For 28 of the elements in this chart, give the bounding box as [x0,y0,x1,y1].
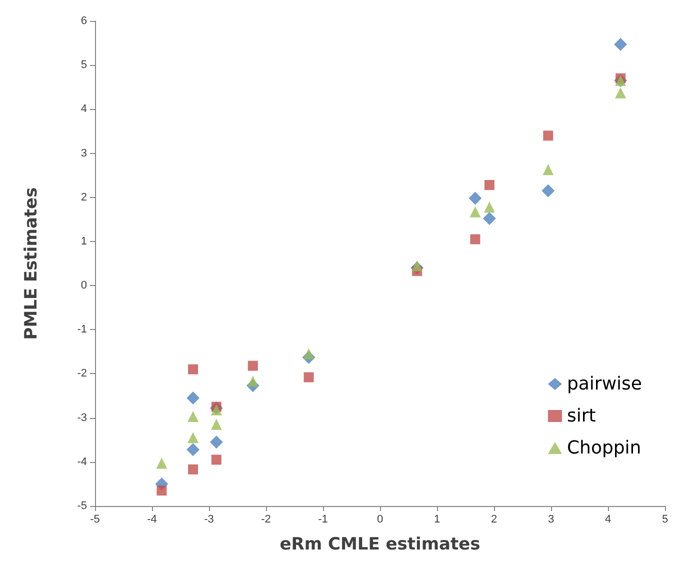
y-tick-label: -4 [77,456,87,468]
y-tick-label: -2 [77,368,87,380]
x-tick-label: -1 [318,514,328,526]
y-tick-label: -1 [77,324,87,336]
legend-label: Choppin [566,438,642,458]
y-tick-label: 4 [80,103,87,116]
x-tick-label: -4 [147,514,157,526]
x-axis-title: eRm CMLE estimates [280,534,480,554]
x-tick-label: 5 [662,514,668,526]
y-tick-label: 2 [80,191,87,204]
y-tick-label: 5 [80,59,87,72]
y-tick-label: 6 [80,15,87,27]
y-axis-title: PMLE Estimates [22,187,42,340]
x-tick-label: 2 [490,514,498,526]
y-tick-label: 1 [80,235,87,248]
x-tick-label: -2 [261,514,271,526]
x-tick-label: 4 [604,514,612,526]
y-tick-label: -5 [77,500,87,512]
y-tick-label: 0 [80,280,87,292]
x-tick-label: 1 [434,514,440,526]
x-tick-label: -5 [90,514,100,526]
y-tick-label: 3 [80,147,87,160]
x-tick-label: 0 [376,514,384,526]
x-tick-label: -3 [204,514,214,526]
legend-label: sirt [566,406,596,426]
legend-label: pairwise [566,374,642,394]
x-tick-label: 3 [548,514,554,526]
y-tick-label: -3 [77,412,87,424]
